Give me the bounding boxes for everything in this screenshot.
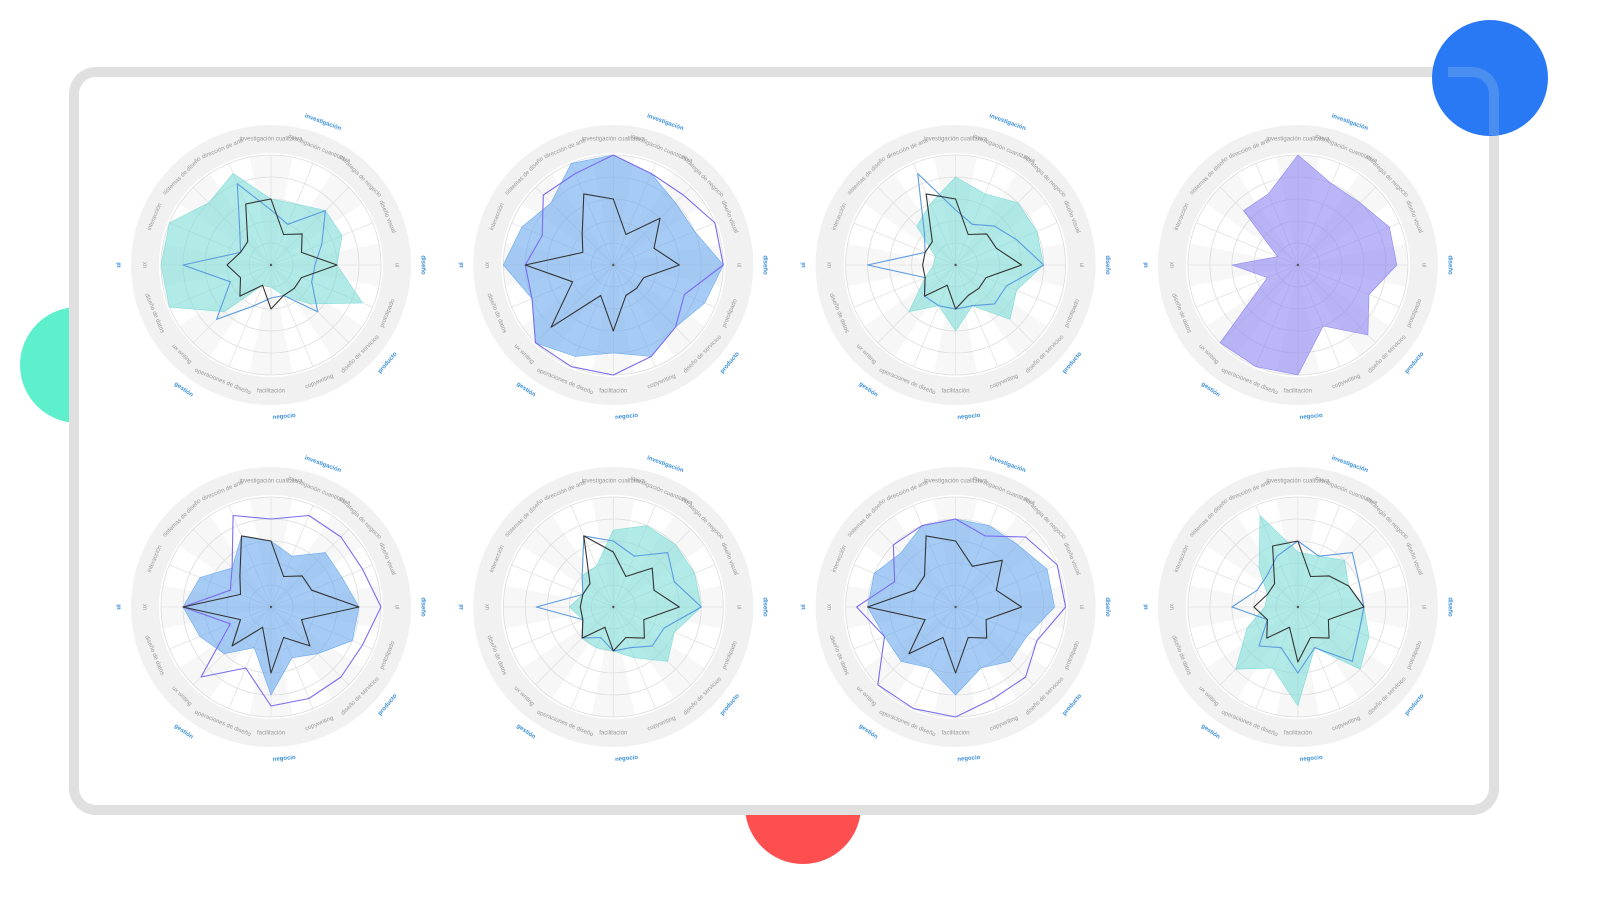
category-label: investigación cualitativa: [1266, 479, 1330, 485]
series-line: [226, 198, 338, 310]
center-dot: [1296, 605, 1300, 609]
group-label: ui: [459, 604, 465, 610]
group-label: ui: [459, 262, 465, 268]
group-label: negocio: [615, 413, 639, 421]
category-label: facilitación: [257, 731, 285, 737]
group-label: negocio: [957, 413, 981, 421]
category-label: facilitación: [599, 389, 627, 395]
group-label: ui: [801, 604, 807, 610]
category-label: investigación cualitativa: [924, 137, 988, 143]
series-line: [1231, 540, 1365, 674]
series-line: [524, 154, 724, 376]
group-label: ui: [117, 262, 123, 268]
series-area: [1219, 154, 1398, 376]
series-line: [524, 193, 680, 332]
group-label: negocio: [1299, 413, 1323, 421]
center-dot: [612, 263, 615, 267]
charts: investigación cualitativa investigación c…: [117, 113, 1453, 763]
category-label: ui: [393, 605, 399, 610]
category-label: investigación cualitativa: [582, 137, 646, 143]
series-line: [922, 193, 1023, 310]
group-label: diseño: [419, 255, 425, 275]
group-label: ui: [1143, 262, 1149, 268]
category-label: ux: [1169, 604, 1175, 610]
series-line: [182, 535, 360, 674]
center-dot: [954, 605, 957, 609]
group-label: negocio: [615, 755, 639, 763]
category-label: ui: [1078, 605, 1084, 610]
category-label: investigación cualitativa: [239, 137, 303, 143]
center-dot: [269, 605, 273, 609]
category-label: facilitación: [942, 389, 970, 395]
category-label: ux: [485, 604, 491, 610]
category-label: ux: [485, 262, 491, 268]
category-label: ux: [143, 262, 149, 268]
group-label: diseño: [1446, 255, 1452, 275]
center-dot: [1296, 263, 1300, 267]
group-label: negocio: [273, 755, 297, 763]
category-label: investigación cualitativa: [924, 479, 988, 485]
category-label: ui: [393, 263, 399, 268]
series-line: [856, 518, 1067, 718]
category-label: facilitación: [942, 731, 970, 737]
category-label: ux: [827, 604, 833, 610]
group-label: diseño: [419, 597, 425, 617]
category-label: ui: [1078, 263, 1084, 268]
series-area: [1235, 515, 1370, 707]
series-line: [182, 183, 326, 320]
category-label: ui: [736, 605, 742, 610]
category-label: investigación cualitativa: [582, 479, 646, 485]
group-label: negocio: [957, 755, 981, 763]
group-label: diseño: [1446, 597, 1452, 617]
group-label: ui: [117, 604, 123, 610]
category-label: ux: [1169, 262, 1175, 268]
group-label: diseño: [762, 597, 768, 617]
group-label: negocio: [273, 413, 297, 421]
group-label: ui: [1143, 604, 1149, 610]
category-label: ui: [736, 263, 742, 268]
category-label: investigación cualitativa: [239, 479, 303, 485]
category-label: ui: [1420, 605, 1426, 610]
category-label: facilitación: [257, 389, 285, 395]
group-label: negocio: [1299, 755, 1323, 763]
category-label: ux: [143, 604, 149, 610]
category-label: facilitación: [599, 731, 627, 737]
series-area: [182, 535, 360, 696]
card: [69, 67, 1499, 815]
group-label: ui: [801, 262, 807, 268]
category-label: ui: [1420, 263, 1426, 268]
series-line: [579, 535, 680, 652]
series-line: [867, 535, 1023, 674]
group-label: diseño: [1104, 597, 1110, 617]
category-label: facilitación: [1284, 389, 1312, 395]
center-dot: [269, 263, 273, 267]
series-line: [1253, 540, 1365, 663]
card-corner: [1448, 67, 1499, 135]
series-line: [182, 514, 382, 707]
group-label: diseño: [762, 255, 768, 275]
category-label: ux: [827, 262, 833, 268]
center-dot: [954, 263, 957, 267]
group-label: diseño: [1104, 255, 1110, 275]
series-area: [503, 154, 724, 357]
category-label: investigación cualitativa: [1266, 137, 1330, 143]
category-label: facilitación: [1284, 731, 1312, 737]
center-dot: [612, 605, 615, 609]
